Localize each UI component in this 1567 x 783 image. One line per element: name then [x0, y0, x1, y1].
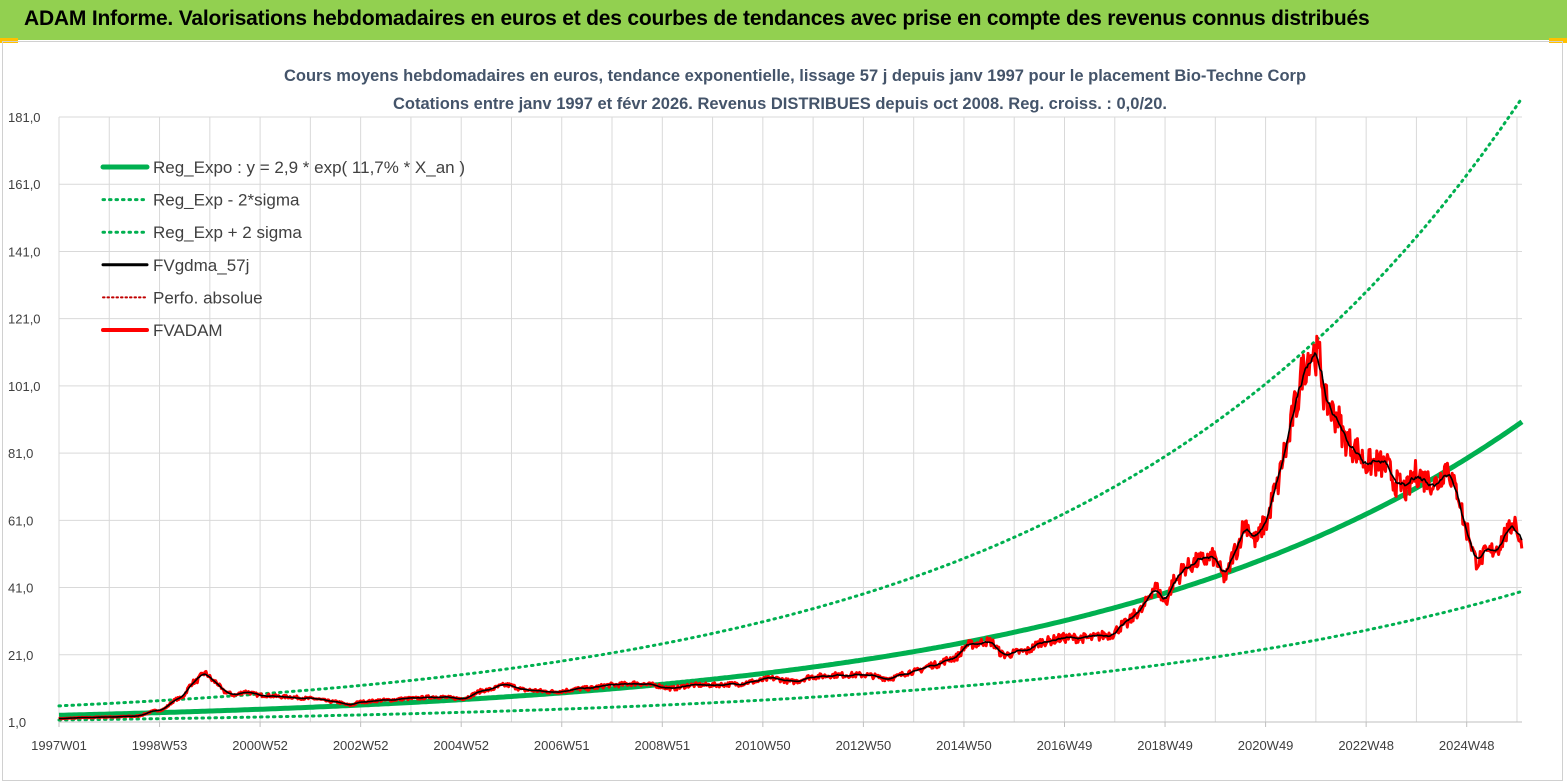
chart-title: Cours moyens hebdomadaires en euros, ten…: [284, 67, 1306, 85]
x-tick-label: 2014W50: [936, 738, 992, 753]
x-tick-label: 2008W51: [634, 738, 690, 753]
chart-legend: Reg_Expo : y = 2,9 * exp( 11,7% * X_an )…: [100, 158, 465, 340]
x-tick-label: 2006W51: [534, 738, 590, 753]
series-reg-expo: [58, 419, 1524, 718]
left-yellow-marker: [0, 38, 18, 43]
x-tick-label: 2024W48: [1439, 738, 1495, 753]
legend-label: Reg_Exp - 2*sigma: [153, 191, 300, 210]
x-axis-ticks: 1997W01 1998W53 2000W52 2002W52 2004W52 2006W…: [31, 738, 1494, 753]
x-tick-label: 2012W50: [836, 738, 892, 753]
x-tick-label: 2010W50: [735, 738, 791, 753]
y-tick-label: 161,0: [8, 177, 41, 192]
x-tick-label: 2004W52: [433, 738, 489, 753]
y-tick-label: 181,0: [8, 110, 41, 125]
series-upper-band: [57, 96, 1524, 708]
chart-grid: [58, 116, 1522, 727]
y-tick-label: 101,0: [8, 379, 41, 394]
x-tick-label: 1998W53: [132, 738, 188, 753]
title-banner: [0, 0, 1567, 40]
x-tick-label: 1997W01: [31, 738, 87, 753]
x-tick-label: 2000W52: [232, 738, 288, 753]
legend-label: Reg_Expo : y = 2,9 * exp( 11,7% * X_an ): [153, 158, 465, 177]
series-lower-band: [57, 589, 1524, 722]
x-tick-label: 2020W49: [1238, 738, 1294, 753]
x-tick-label: 2002W52: [333, 738, 389, 753]
y-tick-label: 121,0: [8, 312, 41, 327]
series-fvgdma-57j: [59, 352, 1523, 720]
y-tick-label: 21,0: [8, 648, 33, 663]
right-yellow-marker: [1549, 38, 1567, 43]
y-tick-label: 41,0: [8, 581, 33, 596]
y-tick-label: 1,0: [8, 715, 26, 730]
series-fvadam: [58, 334, 1524, 721]
legend-label: FVADAM: [153, 321, 223, 340]
page-title: ADAM Informe. Valorisations hebdomadaire…: [24, 7, 1370, 30]
y-axis-ticks: 1,0 21,0 41,0 61,0 81,0 101,0 121,0 141,0 161,0 1…: [8, 110, 41, 730]
x-tick-label: 2018W49: [1137, 738, 1193, 753]
series-lines: [57, 96, 1524, 722]
y-tick-label: 61,0: [8, 513, 33, 528]
chart-frame: [2, 41, 1563, 781]
x-tick-label: 2022W48: [1338, 738, 1394, 753]
legend-label: FVgdma_57j: [153, 256, 249, 275]
x-tick-label: 2016W49: [1037, 738, 1093, 753]
legend-label: Perfo. absolue: [153, 288, 263, 307]
legend-label: Reg_Exp + 2 sigma: [153, 223, 302, 242]
chart-subtitle: Cotations entre janv 1997 et févr 2026. …: [393, 95, 1167, 113]
y-tick-label: 81,0: [8, 446, 33, 461]
y-tick-label: 141,0: [8, 244, 41, 259]
